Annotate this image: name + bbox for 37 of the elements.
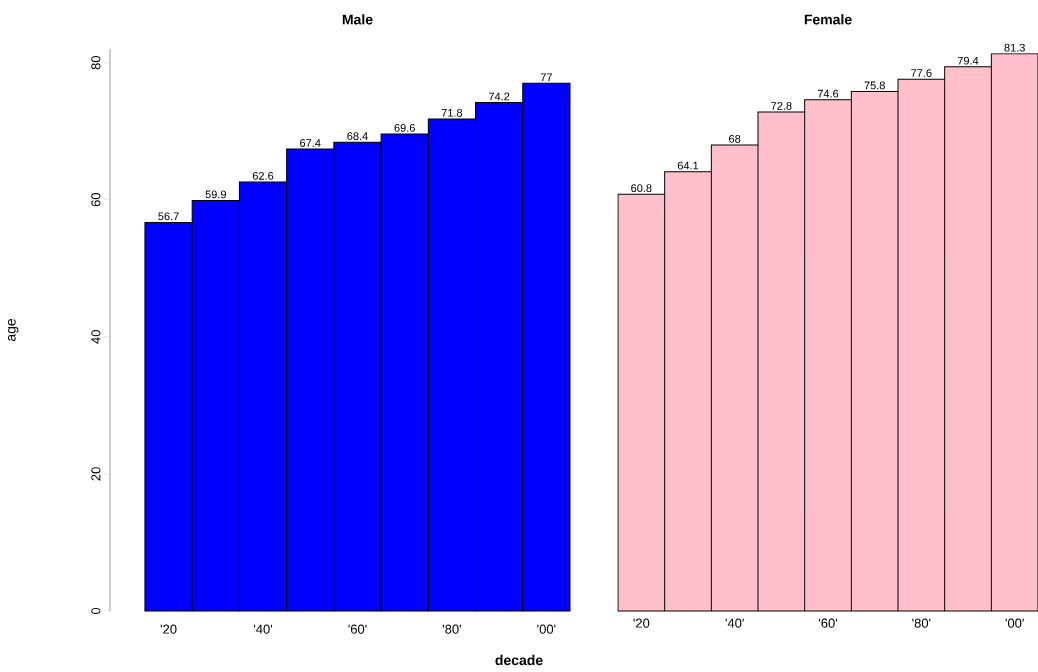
x-tick-label: '80' (442, 624, 461, 634)
x-axis-title: decade (495, 654, 543, 666)
data-label: 77.6 (911, 69, 932, 77)
data-label: 67.4 (300, 139, 321, 147)
data-label: 68 (729, 134, 741, 143)
x-tick-label: '00' (1005, 618, 1024, 628)
x-tick-label: '80' (912, 618, 931, 628)
data-label: 74.2 (489, 92, 510, 101)
data-label: 60.8 (631, 184, 652, 193)
data-label: 68.4 (347, 132, 368, 141)
data-label: 62.6 (252, 171, 274, 180)
x-tick-label: '20 (633, 618, 650, 628)
data-label: 69.6 (394, 124, 415, 132)
x-tick-label: '20 (160, 624, 177, 634)
y-tick-label: 0 (91, 607, 101, 615)
y-tick-label: 20 (91, 467, 101, 481)
chart-title: Male (342, 14, 373, 25)
data-label: 79.4 (957, 56, 979, 65)
data-label: 72.8 (771, 102, 792, 110)
data-label: 75.8 (864, 81, 885, 90)
y-tick-label: 80 (91, 55, 101, 70)
data-label: 59.9 (205, 190, 226, 199)
x-tick-label: '40' (253, 624, 273, 634)
data-label: 77 (540, 73, 552, 82)
chart-title: Female (804, 14, 852, 25)
y-axis-title: age (8, 318, 19, 342)
x-tick-label: '40' (725, 618, 744, 628)
x-tick-label: '60' (348, 624, 367, 634)
x-tick-label: '60' (818, 618, 838, 628)
y-tick-label: 40 (91, 330, 101, 344)
y-tick-label: 60 (91, 193, 101, 207)
data-label: 56.7 (158, 212, 179, 221)
x-tick-label: '00' (537, 624, 556, 634)
data-label: 71.8 (441, 108, 463, 117)
data-label: 64.1 (677, 161, 699, 170)
data-label: 74.6 (817, 89, 839, 98)
data-label: 81.3 (1004, 43, 1025, 52)
